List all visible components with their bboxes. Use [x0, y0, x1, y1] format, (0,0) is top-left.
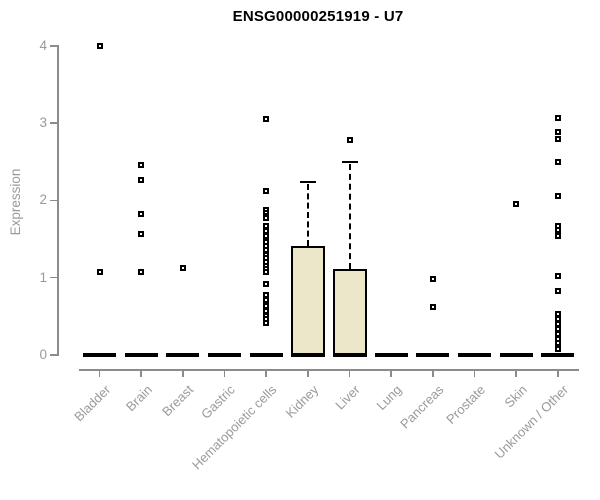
outlier-point [554, 114, 561, 121]
y-tick-label: 3 [39, 115, 47, 131]
x-tick-mark [265, 369, 267, 377]
median-line [499, 352, 533, 358]
outlier-point [263, 320, 270, 327]
y-tick-label: 4 [39, 37, 47, 53]
x-tick-mark [223, 369, 226, 377]
outlier-point [554, 192, 561, 199]
outlier-point [263, 116, 270, 123]
x-axis-label: Bladder [70, 382, 114, 425]
boxplot-whisker-cap [341, 160, 358, 163]
median-line [249, 352, 283, 358]
boxplot-box [332, 269, 367, 357]
boxplot-whisker [348, 163, 351, 270]
outlier-point [263, 222, 270, 229]
x-tick-mark [140, 369, 142, 377]
outlier-point [263, 188, 270, 195]
y-tick-mark [50, 45, 57, 47]
median-line [208, 352, 241, 358]
x-tick-mark [473, 369, 476, 377]
outlier-point [554, 232, 561, 239]
outlier-point [138, 210, 145, 217]
y-tick-mark [50, 199, 57, 202]
x-axis-label: Prostate [443, 382, 489, 427]
outlier-point [554, 129, 561, 136]
outlier-point [138, 231, 145, 238]
outlier-point [554, 226, 561, 233]
x-tick-mark [98, 369, 101, 377]
x-axis-label: Liver [332, 382, 364, 413]
median-line [291, 352, 325, 358]
y-tick-mark [50, 276, 57, 279]
outlier-point [513, 201, 520, 208]
x-tick-mark [432, 369, 434, 377]
outlier-point [263, 297, 270, 304]
outlier-point [429, 276, 436, 283]
x-tick-mark [307, 369, 309, 377]
y-tick-label: 0 [39, 347, 47, 362]
outlier-point [554, 315, 561, 322]
median-line [416, 352, 450, 358]
boxplot-whisker [306, 183, 309, 246]
outlier-point [138, 161, 145, 168]
y-tick-label: 1 [39, 269, 47, 285]
x-tick-mark [515, 369, 517, 377]
outlier-point [429, 304, 436, 311]
y-tick-mark [50, 122, 57, 124]
chart-title: ENSG00000251919 - U7 [232, 8, 404, 25]
boxplot-whisker-cap [299, 180, 316, 184]
outlier-point [263, 232, 270, 239]
outlier-point [179, 265, 186, 272]
outlier-point [554, 325, 561, 332]
outlier-point [96, 42, 103, 49]
x-axis-label: Breast [159, 382, 197, 420]
x-axis-label: Lung [373, 382, 405, 414]
x-axis-label: Pancreas [397, 382, 447, 432]
outlier-point [96, 269, 103, 276]
outlier-point [554, 339, 561, 346]
outlier-point [263, 280, 270, 287]
boxplot-box [290, 246, 325, 357]
outlier-point [263, 269, 270, 276]
outlier-point [554, 136, 561, 143]
x-axis-label: Brain [122, 382, 155, 415]
y-axis-line [57, 44, 59, 356]
median-line [166, 352, 200, 358]
outlier-point [138, 176, 145, 183]
x-axis-label: Unknown / Other [491, 382, 572, 462]
x-axis-label: Gastric [198, 382, 239, 422]
x-axis-label: Skin [501, 382, 530, 411]
median-line [374, 352, 408, 358]
x-tick-mark [557, 369, 559, 377]
x-tick-mark [348, 369, 351, 377]
outlier-point [346, 137, 353, 144]
y-tick-label: 2 [39, 192, 47, 208]
outlier-point [554, 273, 561, 280]
x-axis-label: Kidney [282, 382, 322, 421]
outlier-point [554, 287, 561, 294]
median-line [124, 352, 158, 358]
median-line [458, 352, 492, 358]
outlier-point [263, 291, 270, 298]
outlier-point [554, 158, 561, 165]
x-tick-mark [390, 369, 392, 377]
median-line [333, 352, 367, 358]
x-tick-mark [182, 369, 184, 377]
median-line [83, 352, 116, 358]
x-axis-line [78, 369, 579, 371]
y-tick-mark [50, 354, 57, 356]
outlier-point [263, 215, 270, 222]
median-line [541, 352, 575, 358]
outlier-point [138, 268, 145, 275]
outlier-point [554, 345, 561, 352]
